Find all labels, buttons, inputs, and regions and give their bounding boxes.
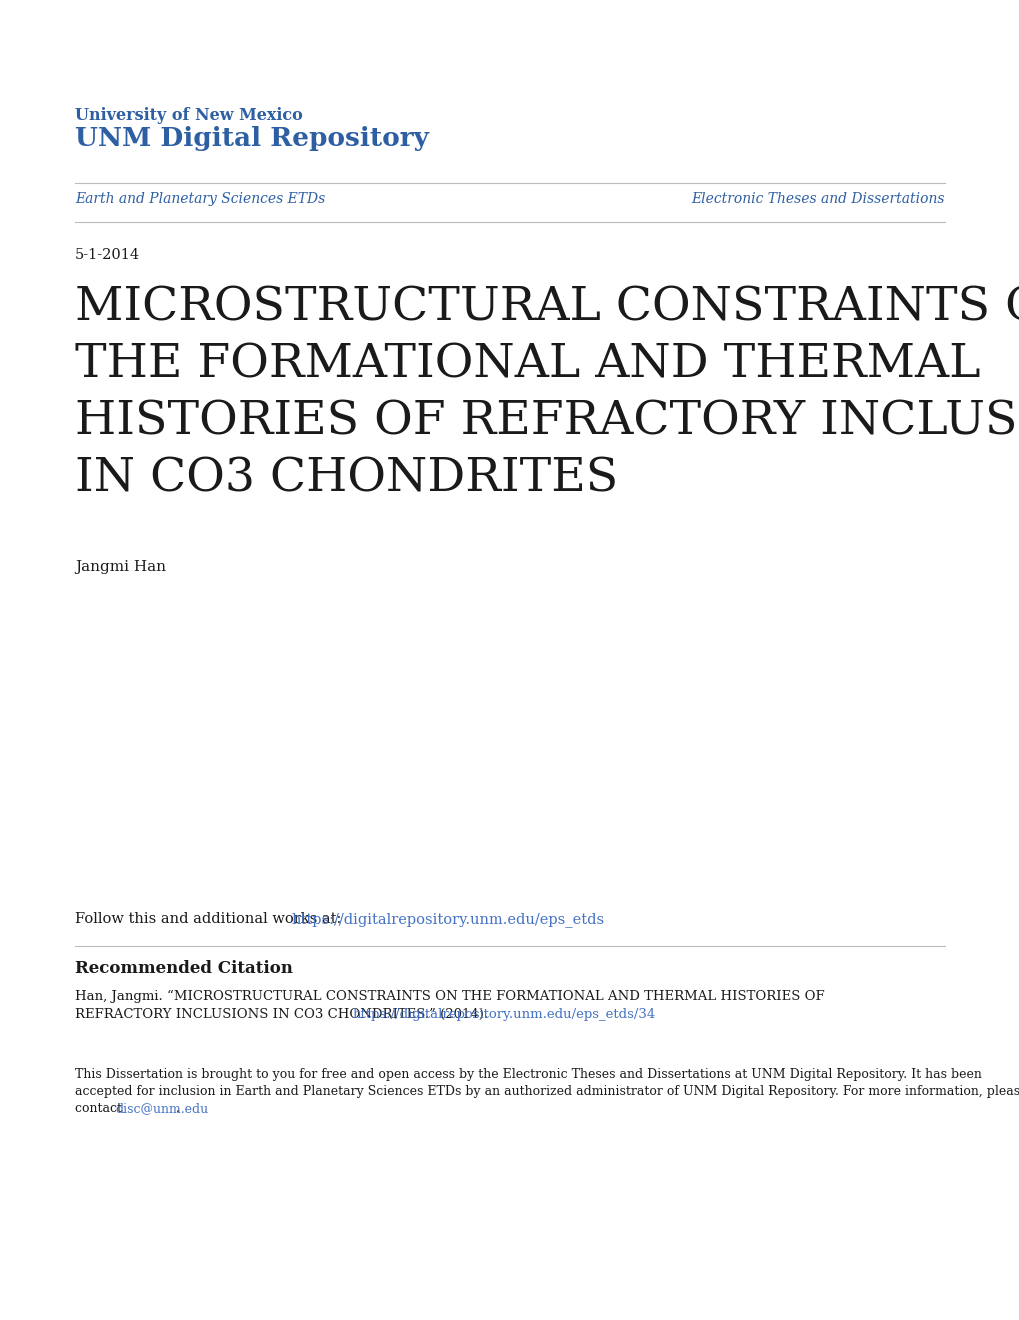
Text: THE FORMATIONAL AND THERMAL: THE FORMATIONAL AND THERMAL [75,342,979,387]
Text: Jangmi Han: Jangmi Han [75,560,166,574]
Text: 5-1-2014: 5-1-2014 [75,248,140,261]
Text: Electronic Theses and Dissertations: Electronic Theses and Dissertations [691,191,944,206]
Text: https://digitalrepository.unm.edu/eps_etds: https://digitalrepository.unm.edu/eps_et… [291,912,604,927]
Text: UNM Digital Repository: UNM Digital Repository [75,125,428,150]
Text: .: . [176,1102,179,1115]
Text: HISTORIES OF REFRACTORY INCLUSIONS: HISTORIES OF REFRACTORY INCLUSIONS [75,399,1019,445]
Text: This Dissertation is brought to you for free and open access by the Electronic T: This Dissertation is brought to you for … [75,1068,981,1081]
Text: accepted for inclusion in Earth and Planetary Sciences ETDs by an authorized adm: accepted for inclusion in Earth and Plan… [75,1085,1019,1098]
Text: University of New Mexico: University of New Mexico [75,107,303,124]
Text: Earth and Planetary Sciences ETDs: Earth and Planetary Sciences ETDs [75,191,325,206]
Text: https://digitalrepository.unm.edu/eps_etds/34: https://digitalrepository.unm.edu/eps_et… [353,1008,655,1020]
Text: Han, Jangmi. “MICROSTRUCTURAL CONSTRAINTS ON THE FORMATIONAL AND THERMAL HISTORI: Han, Jangmi. “MICROSTRUCTURAL CONSTRAINT… [75,990,823,1003]
Text: Recommended Citation: Recommended Citation [75,960,292,977]
Text: REFRACTORY INCLUSIONS IN CO3 CHONDRITES.” (2014).: REFRACTORY INCLUSIONS IN CO3 CHONDRITES.… [75,1008,492,1020]
Text: Follow this and additional works at:: Follow this and additional works at: [75,912,345,927]
Text: disc@unm.edu: disc@unm.edu [115,1102,208,1115]
Text: contact: contact [75,1102,126,1115]
Text: MICROSTRUCTURAL CONSTRAINTS ON: MICROSTRUCTURAL CONSTRAINTS ON [75,285,1019,330]
Text: IN CO3 CHONDRITES: IN CO3 CHONDRITES [75,455,618,502]
